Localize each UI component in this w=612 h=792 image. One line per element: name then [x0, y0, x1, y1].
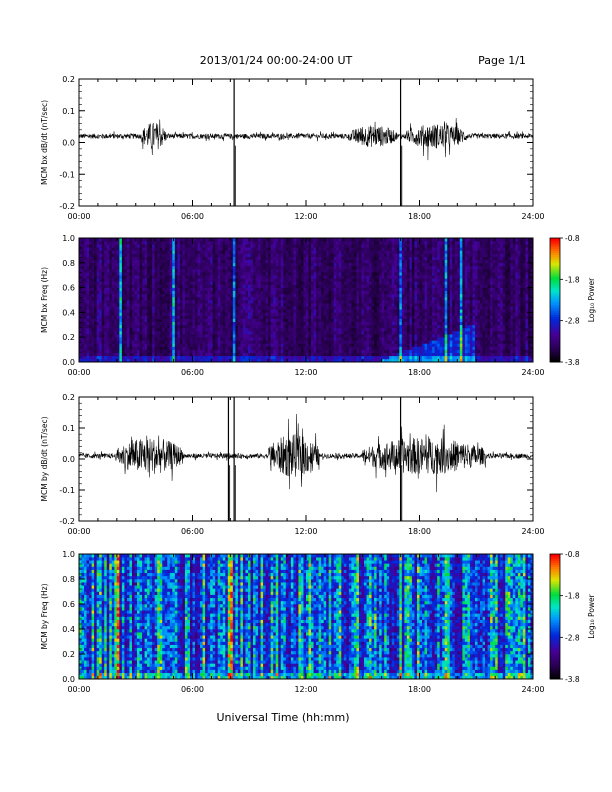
- panel-3-xtick-label: 00:00: [67, 527, 90, 536]
- panel-2-ytick-label: 0.8: [62, 259, 75, 268]
- panel-4-colorbar-tick: -0.8: [565, 550, 580, 559]
- panel-4-ytick-label: 0.8: [62, 575, 75, 584]
- panel-2-ytick-label: 0.4: [62, 308, 75, 317]
- panel-1-frame: [78, 78, 534, 207]
- panel-1-ytick-label: 0.2: [62, 75, 75, 84]
- panel-2-colorbar-tick: -2.8: [565, 317, 580, 326]
- panel-1-xtick-label: 00:00: [67, 212, 90, 221]
- panel-2-ytick-label: 0.6: [62, 284, 75, 293]
- panel-1-ytick-label: 0.1: [62, 107, 75, 116]
- panel-3-xtick-label: 18:00: [408, 527, 431, 536]
- panel-4-xtick-label: 00:00: [67, 685, 90, 694]
- panel-3-ytick-label: 0.0: [62, 455, 75, 464]
- panel-2-ytick-label: 0.0: [62, 358, 75, 367]
- panel-2-colorbar-tick: -1.8: [565, 275, 580, 284]
- panel-1-xtick-label: 12:00: [294, 212, 317, 221]
- panel-4-ytick-label: 1.0: [62, 550, 75, 559]
- panel-2-ylabel: MCM bx Freq (Hz): [40, 267, 49, 333]
- panel-1-ytick-label: 0.0: [62, 139, 75, 148]
- panel-1-ytick-label: -0.1: [59, 170, 75, 179]
- panel-3-ytick-label: 0.2: [62, 393, 75, 402]
- panel-4-xtick-label: 24:00: [521, 685, 544, 694]
- date-range-title: 2013/01/24 00:00-24:00 UT: [200, 54, 353, 67]
- panel-2-xtick-label: 06:00: [181, 368, 204, 377]
- panel-4-colorbar-label: Log₁₀ Power: [587, 593, 596, 638]
- panel-4-colorbar-tick: -2.8: [565, 633, 580, 642]
- panel-4-heatmap: [79, 554, 534, 680]
- panel-2-colorbar: -0.8 -1.8 -2.8 -3.8 Log₁₀ Power: [549, 234, 596, 367]
- panel-3-xtick-label: 06:00: [181, 527, 204, 536]
- panel-3-axes: 00:00 06:00 12:00 18:00 24:00 -0.2 -0.1 0.0 0.1 0…: [40, 393, 545, 536]
- panel-4-axes: 00:00 06:00 12:00 18:00 24:00 0.0 0.2 0.4 0.6 0.8…: [40, 550, 545, 694]
- page-indicator: Page 1/1: [478, 54, 526, 67]
- panel-1-xtick-label: 24:00: [521, 212, 544, 221]
- panel-4-ytick-label: 0.0: [62, 675, 75, 684]
- panel-1-ytick-label: -0.2: [59, 202, 75, 211]
- panel-4-ylabel: MCM by Freq (Hz): [40, 583, 49, 649]
- panel-3-series: [78, 397, 534, 521]
- panel-3-xtick-label: 12:00: [294, 527, 317, 536]
- panel-4-xtick-label: 06:00: [181, 685, 204, 694]
- panel-3-xtick-label: 24:00: [521, 527, 544, 536]
- panel-1-xtick-label: 18:00: [408, 212, 431, 221]
- panel-4-ytick-label: 0.4: [62, 625, 75, 634]
- panel-2-heatmap: [79, 238, 534, 363]
- panel-4-colorbar-tick: -1.8: [565, 592, 580, 601]
- panel-2-xtick-label: 18:00: [408, 368, 431, 377]
- panel-4-ytick-label: 0.2: [62, 650, 75, 659]
- panel-1-trace: [78, 117, 534, 161]
- panel-3-trace: [78, 414, 534, 493]
- panels-group: 00:00 06:00 12:00 18:00 24:00 -0.2 -0.1 0.0 0.1 0…: [40, 75, 596, 694]
- panel-4-xtick-label: 18:00: [408, 685, 431, 694]
- panel-1-series: [78, 79, 534, 206]
- panel-4-colorbar: -0.8 -1.8 -2.8 -3.8 Log₁₀ Power: [549, 550, 596, 684]
- panel-2-xtick-label: 12:00: [294, 368, 317, 377]
- panel-2-ytick-label: 1.0: [62, 234, 75, 243]
- panel-2-xtick-label: 00:00: [67, 368, 90, 377]
- panel-2-axes: 00:00 06:00 12:00 18:00 24:00 0.0 0.2 0.4 0.6 0.8…: [40, 234, 545, 377]
- panel-3-ytick-label: -0.1: [59, 486, 75, 495]
- panel-1-xtick-label: 06:00: [181, 212, 204, 221]
- panel-4-xtick-label: 12:00: [294, 685, 317, 694]
- panel-1-axes: 00:00 06:00 12:00 18:00 24:00 -0.2 -0.1 0.0 0.1 0…: [40, 75, 545, 221]
- panel-2-xtick-label: 24:00: [521, 368, 544, 377]
- panel-1-ylabel: MCM bx dB/dt (nT/sec): [40, 100, 49, 185]
- panel-3-ytick-label: 0.1: [62, 424, 75, 433]
- panel-4-colorbar-tick: -3.8: [565, 675, 580, 684]
- panel-2-colorbar-label: Log₁₀ Power: [587, 277, 596, 322]
- panel-2-ytick-label: 0.2: [62, 333, 75, 342]
- panel-2-colorbar-tick: -0.8: [565, 234, 580, 243]
- panel-2-colorbar-tick: -3.8: [565, 358, 580, 367]
- x-axis-label: Universal Time (hh:mm): [217, 711, 350, 724]
- panel-4-ytick-label: 0.6: [62, 600, 75, 609]
- panel-3-ylabel: MCM by dB/dt (nT/sec): [40, 416, 49, 501]
- panel-3-ytick-label: -0.2: [59, 517, 75, 526]
